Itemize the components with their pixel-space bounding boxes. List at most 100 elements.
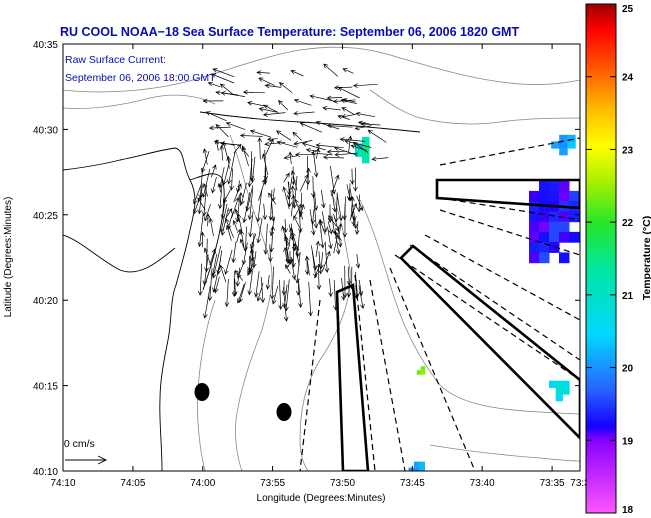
current-arrow [241,147,250,157]
current-arrow [354,125,372,131]
sst-cell [362,149,370,157]
current-arrow [225,121,246,130]
current-arrow [208,217,214,237]
current-arrow [208,125,231,131]
current-arrow [295,280,301,296]
sst-cell [419,467,425,471]
sst-cell [362,143,370,151]
x-tick-label: 73:35 [540,478,565,489]
radial-line [389,267,476,471]
current-arrow [256,282,264,302]
current-arrow [290,185,296,207]
radial-line [439,209,580,256]
current-arrow [337,87,360,99]
colorbar-tick-label: 23 [622,145,634,156]
current-arrow [236,283,245,304]
current-arrow [293,140,313,146]
current-arrow [320,229,325,249]
current-arrow [290,69,304,77]
colorbar-tick-label: 18 [622,505,634,516]
current-arrow [242,89,265,95]
current-arrow [310,245,318,271]
x-tick-label: 74:05 [120,478,145,489]
sst-cell [529,252,540,264]
current-arrow [344,139,372,148]
current-arrow [342,68,354,74]
y-tick-label: 40:15 [33,382,58,393]
current-arrow [193,194,202,215]
current-arrow [264,141,286,147]
sst-cell [539,242,550,253]
current-arrow [342,265,348,299]
current-arrow [315,147,320,159]
colorbar-tick-label: 22 [622,218,634,229]
current-arrow [326,149,347,155]
radial-line [409,244,580,361]
current-arrow [252,251,257,269]
sst-cell [559,190,570,202]
sst-cell [362,136,370,144]
current-arrow [294,152,316,157]
current-arrow [209,248,217,266]
current-arrow [224,278,230,308]
current-arrow [288,151,293,165]
radial-line [439,137,580,166]
current-arrow [322,154,345,160]
colorbar-tick-label: 19 [622,436,634,447]
sst-cell [549,190,560,202]
current-arrow [309,94,334,102]
current-arrow [242,192,251,224]
current-arrow [288,224,295,241]
sst-cell [555,387,563,395]
x-axis-ticks: 74:10 74:05 74:00 73:55 73:50 73:45 73:40 73:35… [50,44,590,489]
current-arrow [249,129,271,138]
current-arrow [284,279,290,312]
current-arrow [239,133,263,138]
current-arrow [293,215,302,231]
current-arrow [256,217,263,244]
transect-boxes [335,178,580,471]
current-arrow [245,185,254,212]
current-arrow [263,104,279,114]
current-arrow [336,193,344,222]
current-arrow [349,168,355,185]
current-arrow [331,190,337,213]
x-axis-label: Longitude (Degrees:Minutes) [257,493,386,504]
current-arrow [295,246,300,257]
current-arrow [197,263,203,296]
sst-cell [549,231,560,243]
current-arrow [358,285,365,310]
colorbar-ticks: 18 19 20 21 22 23 24 25 [586,3,634,516]
sst-cell [355,143,363,151]
sst-cell [559,134,568,142]
current-arrow [283,155,298,160]
current-arrow [281,225,288,246]
current-arrow [235,267,241,287]
sst-cell [539,252,550,264]
sst-cell [559,211,570,223]
current-arrow [232,219,238,231]
current-arrow [216,250,223,275]
sst-cell [562,387,570,395]
current-arrow [315,143,344,149]
y-tick-label: 40:20 [33,296,58,307]
isobath-outer [369,89,580,125]
sst-cell [549,221,560,233]
sst-cell [555,380,563,388]
current-arrow [340,98,357,105]
current-arrow [203,204,211,222]
current-arrow [293,111,315,116]
scale-label: 50 cm/s [58,438,95,450]
current-arrow [278,82,293,93]
current-arrow [257,137,263,160]
current-arrow [354,221,360,235]
current-arrow [270,202,276,222]
current-arrow [234,269,244,281]
current-arrow [269,266,275,300]
current-arrow [253,271,260,298]
annotation-line-2: September 06, 2006 18:00 GMT [65,72,216,84]
current-arrow [310,209,316,225]
current-arrow [250,233,257,250]
sst-cell [569,231,580,243]
annotation-line-1: Raw Surface Current: [65,54,166,66]
